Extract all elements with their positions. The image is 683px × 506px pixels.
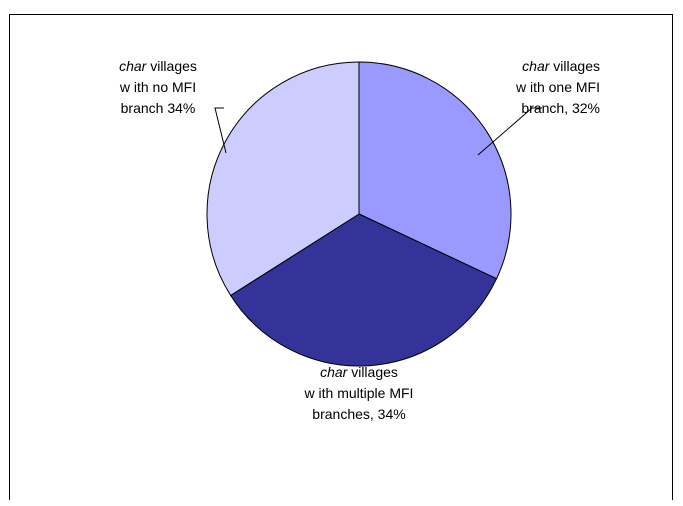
slice-label-text: villages bbox=[549, 58, 600, 74]
slice-label-text: w ith multiple MFI bbox=[304, 385, 414, 401]
slice-label-line: char villages bbox=[320, 364, 398, 380]
slice-label-text: branches, 34% bbox=[312, 406, 405, 422]
slice-label-text: w ith no MFI bbox=[119, 79, 196, 95]
leader-line-no-mfi-branch bbox=[214, 107, 227, 154]
slice-label-text: villages bbox=[146, 58, 197, 74]
slice-labels: char villages w ith one MFI branch, 32%cha… bbox=[119, 58, 600, 422]
slice-label-text: char bbox=[320, 364, 349, 380]
slice-label-line: w ith multiple MFI bbox=[304, 385, 414, 401]
slice-label-text: branch, 32% bbox=[521, 100, 600, 116]
slice-label-line: w ith one MFI bbox=[515, 79, 600, 95]
slice-label-text: char bbox=[119, 58, 148, 74]
slice-label-text: char bbox=[522, 58, 551, 74]
slice-label-line: w ith no MFI bbox=[119, 79, 196, 95]
pie-slice-multiple-mfi-branches bbox=[229, 213, 498, 367]
pie-chart: char villages w ith one MFI branch, 32%cha… bbox=[119, 58, 600, 422]
pie-slices bbox=[206, 61, 512, 367]
slice-label-no-mfi-branch: char villages w ith no MFI branch 34% bbox=[119, 58, 197, 116]
leader-line-one-mfi-branch bbox=[477, 107, 542, 156]
slice-label-one-mfi-branch: char villages w ith one MFI branch, 32% bbox=[515, 58, 600, 116]
slice-label-line: char villages bbox=[119, 58, 197, 74]
pie-slice-one-mfi-branch bbox=[358, 61, 512, 280]
slice-label-line: char villages bbox=[522, 58, 600, 74]
slice-label-line: branches, 34% bbox=[312, 406, 405, 422]
slice-label-multiple-mfi-branches: char villages w ith multiple MFI branches,… bbox=[304, 364, 414, 422]
pie-slice-no-mfi-branch bbox=[206, 61, 360, 297]
slice-label-text: branch 34% bbox=[121, 100, 196, 116]
slice-label-text: villages bbox=[347, 364, 398, 380]
slice-label-text: w ith one MFI bbox=[515, 79, 600, 95]
slice-label-line: branch 34% bbox=[121, 100, 196, 116]
chart-frame: char villages w ith one MFI branch, 32% cha… bbox=[9, 14, 673, 500]
leader-lines bbox=[214, 107, 542, 156]
slice-label-line: branch, 32% bbox=[521, 100, 600, 116]
